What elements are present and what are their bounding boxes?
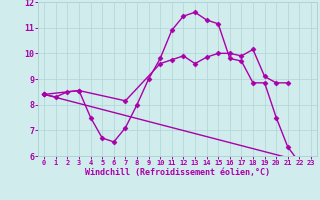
X-axis label: Windchill (Refroidissement éolien,°C): Windchill (Refroidissement éolien,°C) — [85, 168, 270, 177]
